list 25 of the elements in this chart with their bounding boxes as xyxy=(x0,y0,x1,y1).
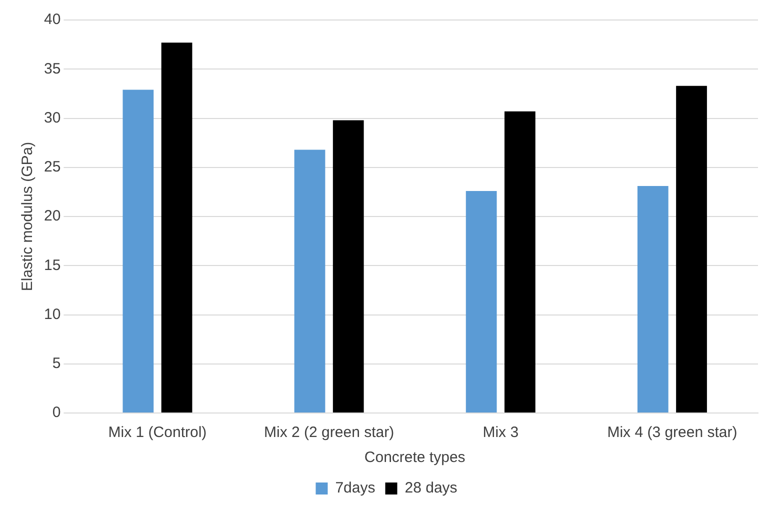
bar xyxy=(637,186,668,412)
bar xyxy=(466,190,497,412)
x-axis-title: Concrete types xyxy=(364,449,466,466)
y-tick-label: 40 xyxy=(44,11,61,28)
bar xyxy=(294,150,326,412)
y-tick-label: 10 xyxy=(44,306,61,323)
y-tick-label: 35 xyxy=(44,60,61,78)
legend-label: 28 days xyxy=(404,480,458,497)
y-tick-label: 5 xyxy=(52,355,61,372)
bar xyxy=(332,120,364,412)
y-tick-label: 0 xyxy=(52,404,61,422)
bar xyxy=(504,111,536,412)
x-tick-label: Mix 4 (3 green star) xyxy=(607,424,738,442)
y-tick-label: 20 xyxy=(44,208,61,225)
y-axis-title: Elastic modulus (GPa) xyxy=(19,142,36,292)
legend-label: 7days xyxy=(335,480,376,497)
bar xyxy=(161,42,192,412)
y-tick-label: 30 xyxy=(44,109,61,126)
x-tick-label: Mix 1 (Control) xyxy=(108,424,207,442)
bar xyxy=(676,86,707,412)
x-tick-label: Mix 3 xyxy=(482,424,519,442)
y-tick-label: 15 xyxy=(44,256,61,274)
y-tick-label: 25 xyxy=(44,158,61,176)
bar xyxy=(122,90,154,412)
x-tick-label: Mix 2 (2 green star) xyxy=(264,424,394,442)
